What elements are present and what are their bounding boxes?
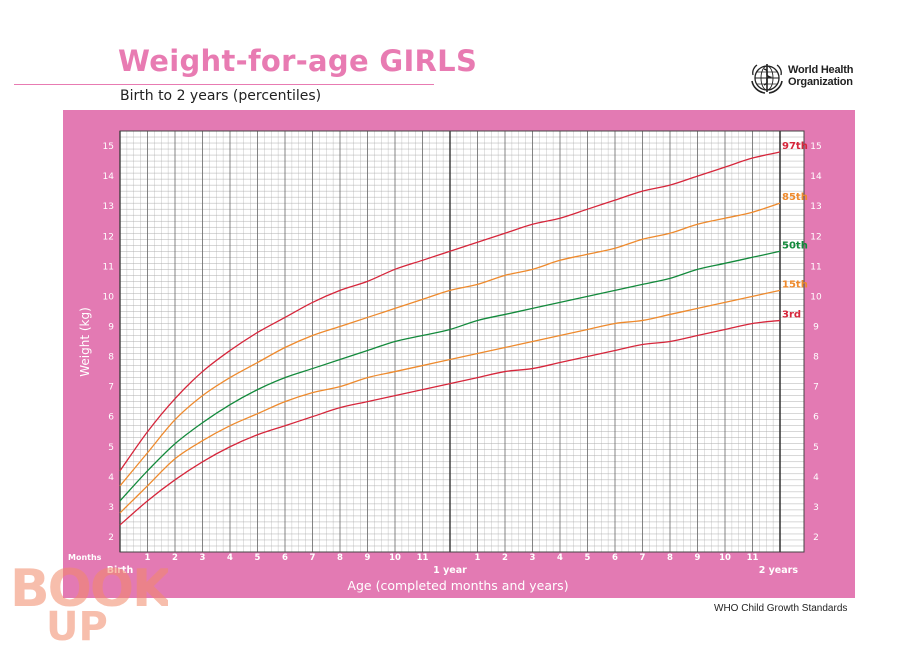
who-emblem-icon	[751, 64, 783, 94]
y-tick-labels-left: 2 3 4 5 6 7 8 9 10 11 12 13 14 15	[103, 142, 115, 543]
curve-97th	[119, 151, 781, 472]
y-tick-label-right: 15	[810, 142, 821, 152]
y-tick-label: 13	[103, 202, 114, 212]
x-axis-label: Age (completed months and years)	[347, 578, 568, 593]
curve-85th	[119, 202, 781, 487]
x-tick-label: 10	[389, 553, 401, 563]
y-tick-label: 2	[108, 533, 114, 543]
x-tick-label: 2 years	[759, 565, 799, 576]
x-tick-label: 2	[502, 553, 508, 563]
x-tick-label: 6	[612, 553, 618, 563]
watermark-line1: BOOK	[10, 559, 168, 619]
source-note: WHO Child Growth Standards	[714, 603, 848, 614]
curve-15th	[119, 289, 781, 514]
x-tick-label: 11	[747, 553, 759, 563]
x-tick-label: 3	[530, 553, 536, 563]
y-tick-label: 7	[108, 383, 114, 393]
series-label-3rd: 3rd	[782, 309, 801, 320]
x-tick-label: 5	[585, 553, 591, 563]
who-name-line2: Organization	[788, 76, 853, 88]
x-tick-label: 11	[417, 553, 429, 563]
grid	[119, 130, 805, 553]
who-name: World Health Organization	[788, 64, 853, 88]
y-tick-label: 11	[103, 262, 114, 272]
percentile-curves	[119, 151, 781, 526]
x-tick-label: 4	[227, 553, 233, 563]
y-tick-label-right: 3	[813, 503, 819, 513]
x-tick-label: 3	[200, 553, 206, 563]
curve-50th	[119, 250, 781, 502]
y-tick-label: 10	[103, 292, 115, 302]
y-tick-label: 9	[108, 322, 114, 332]
title-rule	[14, 84, 434, 85]
y-tick-label-right: 13	[810, 202, 821, 212]
x-tick-label: 7	[640, 553, 646, 563]
months-unit-label: Months	[68, 553, 102, 562]
x-tick-label: 8	[667, 553, 673, 563]
y-tick-label-right: 10	[810, 292, 822, 302]
watermark-line2: UP	[46, 604, 108, 642]
series-labels: 97th 85th 50th 15th 3rd	[782, 141, 808, 320]
y-tick-label-right: 9	[813, 322, 819, 332]
y-tick-label-right: 7	[813, 383, 819, 393]
x-tick-label: 9	[695, 553, 701, 563]
series-label-85th: 85th	[782, 192, 808, 203]
series-label-50th: 50th	[782, 240, 808, 251]
page-title: Weight-for-age GIRLS	[118, 44, 478, 78]
y-tick-label-right: 8	[813, 353, 819, 363]
watermark-logo: BOOK UP	[10, 559, 168, 642]
series-label-97th: 97th	[782, 141, 808, 152]
x-tick-label: 1 year	[433, 565, 467, 576]
y-tick-label: 6	[108, 413, 114, 423]
x-tick-label: 1	[475, 553, 481, 563]
y-tick-label: 5	[108, 443, 114, 453]
y-tick-label-right: 2	[813, 533, 819, 543]
who-logo: World Health Organization	[749, 61, 859, 95]
y-tick-label: 3	[108, 503, 114, 513]
plot-border	[119, 130, 805, 553]
y-tick-label-right: 4	[813, 473, 819, 483]
curve-3rd	[119, 319, 781, 526]
y-tick-label: 15	[103, 142, 114, 152]
who-name-line1: World Health	[788, 64, 854, 76]
x-tick-label: 10	[719, 553, 731, 563]
y-tick-label-right: 5	[813, 443, 819, 453]
y-tick-label: 14	[103, 172, 115, 182]
y-tick-labels-right: 2 3 4 5 6 7 8 9 10 11 12 13 14 15	[810, 142, 822, 543]
x-tick-label: 9	[365, 553, 371, 563]
y-tick-label: 8	[108, 353, 114, 363]
x-tick-label: 5	[255, 553, 261, 563]
x-tick-label: 1	[145, 553, 151, 563]
x-tick-label: 8	[337, 553, 343, 563]
x-tick-label: Birth	[107, 565, 134, 576]
y-tick-label: 4	[108, 473, 114, 483]
y-tick-label-right: 6	[813, 413, 819, 423]
y-tick-label-right: 11	[810, 262, 821, 272]
x-tick-label: 2	[172, 553, 178, 563]
x-tick-label: 7	[310, 553, 316, 563]
y-tick-label: 12	[103, 232, 114, 242]
x-tick-label: 6	[282, 553, 288, 563]
y-tick-label-right: 12	[810, 232, 821, 242]
series-label-15th: 15th	[782, 279, 808, 290]
y-tick-label-right: 14	[810, 172, 822, 182]
page-subtitle: Birth to 2 years (percentiles)	[120, 88, 322, 104]
x-tick-label: 4	[557, 553, 563, 563]
y-axis-label: Weight (kg)	[78, 307, 92, 377]
